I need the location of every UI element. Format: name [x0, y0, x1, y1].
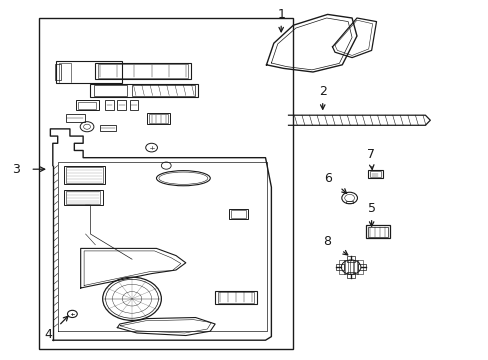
- Bar: [78, 102, 96, 109]
- Bar: [63, 166, 105, 184]
- Bar: [346, 272, 354, 278]
- Bar: [343, 260, 349, 274]
- Text: 3: 3: [12, 163, 20, 176]
- Bar: [100, 125, 116, 131]
- Bar: [346, 256, 354, 262]
- Bar: [346, 201, 352, 203]
- Bar: [356, 260, 362, 274]
- Bar: [339, 260, 345, 274]
- Bar: [129, 100, 138, 110]
- Bar: [336, 264, 344, 270]
- Bar: [63, 190, 102, 205]
- Text: 5: 5: [367, 202, 375, 215]
- Bar: [347, 260, 353, 274]
- Bar: [76, 100, 99, 110]
- Bar: [228, 209, 248, 219]
- Text: 6: 6: [324, 172, 331, 185]
- Bar: [66, 114, 84, 122]
- Bar: [55, 64, 61, 80]
- Bar: [367, 227, 387, 237]
- Bar: [215, 291, 256, 304]
- Bar: [149, 114, 167, 123]
- Bar: [218, 292, 253, 303]
- Bar: [367, 170, 382, 178]
- Bar: [98, 64, 188, 78]
- Bar: [66, 191, 100, 204]
- Bar: [95, 63, 190, 79]
- Bar: [352, 260, 358, 274]
- Bar: [132, 85, 194, 96]
- Bar: [39, 18, 293, 349]
- Bar: [56, 61, 122, 83]
- Text: 8: 8: [322, 235, 330, 248]
- Bar: [117, 100, 126, 110]
- Text: 4: 4: [44, 328, 52, 341]
- Bar: [357, 264, 365, 270]
- Bar: [105, 100, 114, 110]
- Text: 1: 1: [277, 8, 285, 21]
- Bar: [94, 85, 127, 96]
- Text: 7: 7: [366, 148, 374, 161]
- Bar: [230, 210, 246, 218]
- Text: 2: 2: [318, 85, 326, 98]
- Bar: [369, 171, 380, 177]
- Bar: [66, 167, 102, 183]
- Bar: [146, 113, 170, 124]
- Bar: [90, 84, 198, 97]
- Bar: [365, 225, 389, 238]
